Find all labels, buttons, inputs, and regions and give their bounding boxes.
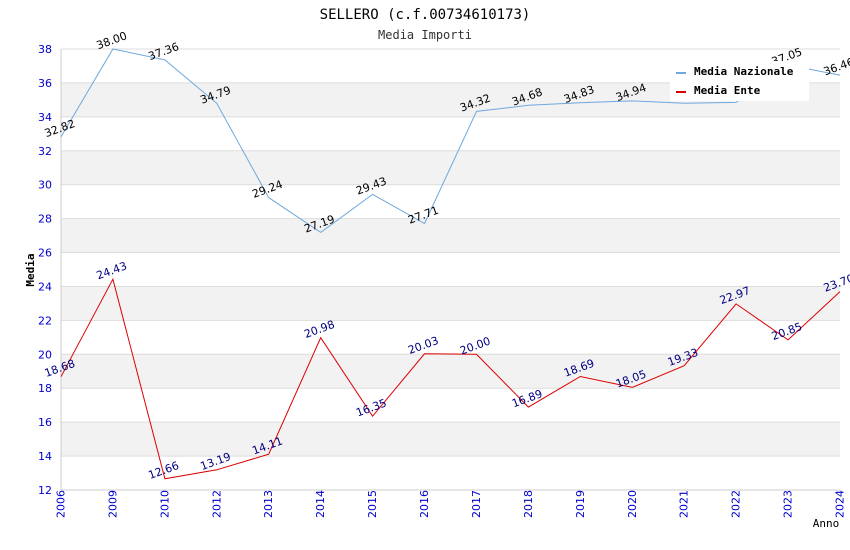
y-tick-label-14: 14 <box>38 450 52 463</box>
y-tick-label-12: 12 <box>38 484 52 497</box>
background-band <box>61 286 840 321</box>
x-tick-label-2013: 2013 <box>262 490 275 518</box>
x-tick-labels: 2006 2009 2010 2012 2013 2014 2015 2016 2017 2018… <box>55 490 847 518</box>
x-tick-label-2014: 2014 <box>314 490 327 518</box>
x-tick-label-2006: 2006 <box>55 490 68 518</box>
background-band <box>61 422 840 457</box>
x-tick-label-2015: 2015 <box>366 490 379 518</box>
x-axis-label: Anno <box>813 517 840 530</box>
y-tick-label-30: 30 <box>38 179 52 192</box>
y-tick-label-20: 20 <box>38 348 52 361</box>
data-label-media-ente-2010: 12.66 <box>147 459 181 482</box>
y-tick-label-22: 22 <box>38 314 52 327</box>
series-lines <box>60 48 841 480</box>
x-tick-label-2021: 2021 <box>678 490 691 518</box>
y-tick-labels: 12 14 16 18 20 22 24 26 28 30 32 34 36 38 <box>38 43 52 497</box>
y-axis-label: Media <box>24 253 37 286</box>
y-tick-label-26: 26 <box>38 247 52 260</box>
legend: Media Nazionale Media Ente <box>670 61 809 101</box>
y-tick-label-34: 34 <box>38 111 52 124</box>
data-label-media-nazionale-2024: 36.46 <box>822 55 850 78</box>
chart-subtitle: Media Importi <box>378 28 472 42</box>
y-tick-label-16: 16 <box>38 416 52 429</box>
x-tick-label-2022: 2022 <box>730 490 743 518</box>
y-tick-label-18: 18 <box>38 382 52 395</box>
y-tick-label-36: 36 <box>38 77 52 90</box>
y-tick-label-38: 38 <box>38 43 52 56</box>
data-label-media-ente-2015: 16.35 <box>354 396 388 419</box>
x-tick-label-2009: 2009 <box>106 490 119 518</box>
data-label-media-ente-2009: 24.43 <box>95 259 129 282</box>
chart-title: SELLERO (c.f.00734610173) <box>320 7 531 23</box>
plot-background-bands <box>61 82 840 457</box>
legend-label-media-nazionale: Media Nazionale <box>694 65 794 78</box>
x-tick-label-2019: 2019 <box>574 490 587 518</box>
axes <box>60 49 840 491</box>
data-label-media-ente-2018: 16.89 <box>510 387 544 410</box>
y-tick-label-28: 28 <box>38 213 52 226</box>
x-tick-label-2020: 2020 <box>626 490 639 518</box>
x-tick-label-2023: 2023 <box>782 490 795 518</box>
x-tick-label-2017: 2017 <box>470 490 483 518</box>
y-tick-label-32: 32 <box>38 145 52 158</box>
x-tick-label-2010: 2010 <box>158 490 171 518</box>
x-tick-label-2012: 2012 <box>210 490 223 518</box>
background-band <box>61 218 840 253</box>
x-tick-label-2018: 2018 <box>522 490 535 518</box>
background-band <box>61 354 840 389</box>
legend-label-media-ente: Media Ente <box>694 84 761 97</box>
legend-box <box>670 61 809 101</box>
series-line-media-nazionale <box>60 48 841 234</box>
series-line-media-ente <box>60 277 841 480</box>
x-tick-label-2016: 2016 <box>418 490 431 518</box>
y-tick-label-24: 24 <box>38 280 52 293</box>
data-label-media-ente-2014: 20.98 <box>302 318 336 341</box>
x-tick-label-2024: 2024 <box>834 490 847 518</box>
